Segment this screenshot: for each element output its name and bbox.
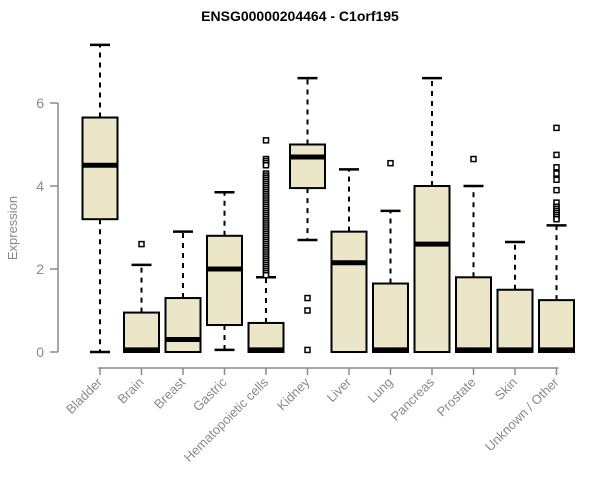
outlier-point [553,215,560,223]
outlier-point [262,162,270,169]
box [123,311,160,354]
outlier-point [304,346,311,354]
outlier-point [387,159,394,167]
outlier-point [262,137,270,144]
x-tick-label: Bladder [63,374,106,417]
box [289,143,326,190]
x-tick-label: Kidney [274,374,313,413]
y-tick-label: 6 [36,95,44,111]
x-tick-label: Unknown / Other [482,374,562,454]
outlier-point [553,151,560,159]
outlier-point [304,307,311,314]
box [247,321,285,354]
x-tick-label: Brain [115,375,147,407]
x-tick-label: Liver [324,374,355,405]
box [455,276,492,353]
box [206,234,243,327]
chart-title: ENSG00000204464 - C1orf195 [201,8,399,24]
box [413,185,451,353]
outlier-point [553,176,560,184]
x-tick-label: Breast [151,374,188,411]
outlier-point [138,240,145,248]
box [330,230,368,353]
y-tick-label: 2 [36,261,44,277]
y-tick-label: 0 [36,344,44,360]
x-tick-label: Lung [365,375,396,406]
x-tick-label: Prostate [434,375,479,420]
box [496,288,534,353]
outlier-point [304,294,311,302]
outlier-point [262,271,270,279]
outlier-point [553,124,560,132]
x-tick-label: Gastric [190,374,230,414]
outlier-point [470,155,477,163]
x-tick-label: Pancreas [388,374,438,424]
box [164,297,202,353]
box [81,116,119,221]
box [538,299,575,353]
outlier-point [553,170,560,177]
outlier-point [553,164,560,171]
outlier-point [553,186,560,194]
x-tick-label: Skin [492,375,520,403]
box [372,282,409,353]
y-tick-label: 4 [36,178,44,194]
